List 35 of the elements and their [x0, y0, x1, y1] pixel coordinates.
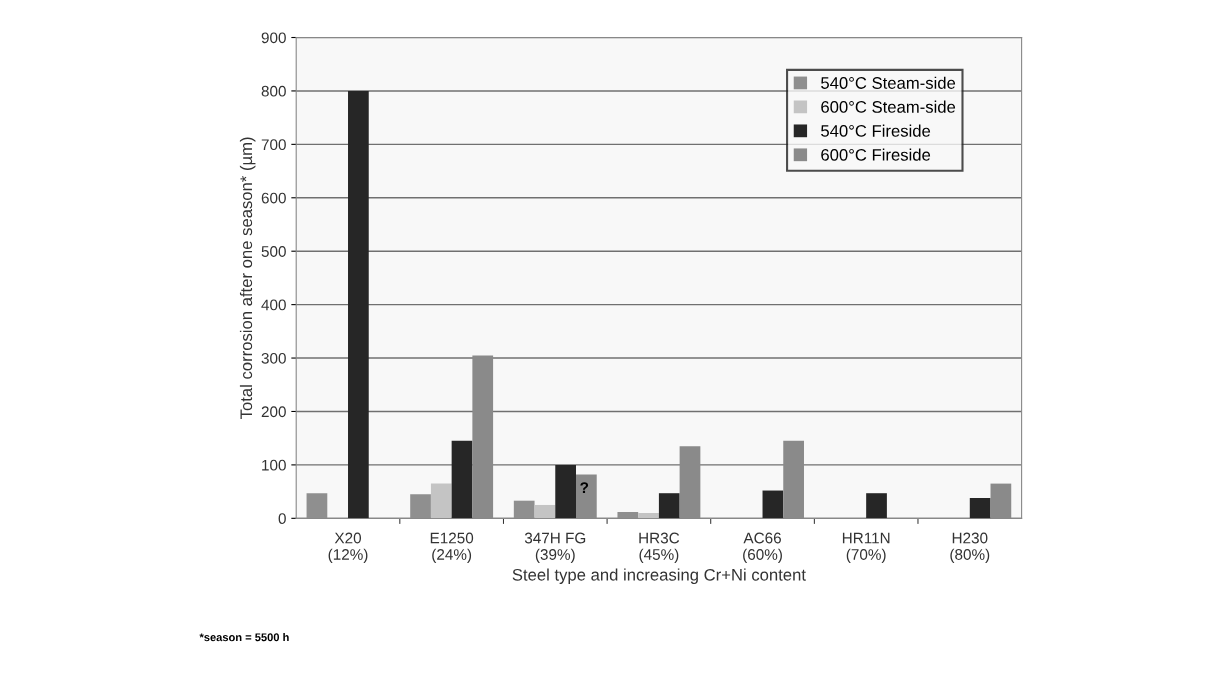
- bar: [762, 490, 784, 519]
- y-tick-label: 600: [261, 192, 286, 204]
- bar: [658, 493, 680, 519]
- bar: [969, 498, 991, 519]
- annotation: ?: [580, 482, 589, 493]
- y-tick-label: 300: [261, 352, 286, 364]
- bar: [534, 504, 556, 519]
- legend-label: 600°C Steam-side: [821, 100, 956, 113]
- x-tick-label: H230 (80%): [950, 532, 990, 563]
- x-tick-label: HR3C (45%): [639, 532, 680, 563]
- y-tick-label: 700: [261, 139, 286, 151]
- x-tick-label: E1250 (24%): [430, 532, 474, 563]
- bar: [866, 493, 887, 519]
- y-tick-label: 900: [261, 32, 286, 44]
- bar: [638, 512, 659, 519]
- y-tick-label: 100: [262, 459, 286, 471]
- legend-label: 540°C Steam-side: [821, 76, 956, 89]
- bar: [451, 440, 473, 519]
- x-tick-label: AC66 (60%): [743, 532, 782, 563]
- x-tick-label: 347H FG (39%): [524, 532, 586, 563]
- bar: [430, 483, 452, 519]
- y-axis-title: Total corrosion after one season* (µm): [239, 137, 256, 419]
- x-axis-title: Steel type and increasing Cr+Ni content: [512, 568, 806, 584]
- bar: [555, 464, 576, 519]
- text: *season = 5500 h: [199, 633, 289, 642]
- bar: [348, 90, 369, 519]
- x-tick-label: X20 (12%): [328, 532, 368, 563]
- x-tick-label: HR11N (70%): [842, 532, 890, 563]
- legend-label: 540°C Fireside: [821, 124, 931, 137]
- y-tick-label: 400: [261, 299, 286, 311]
- y-tick-label: 0: [278, 513, 286, 525]
- legend-label: 600°C Fireside: [821, 148, 931, 161]
- y-tick-label: 200: [261, 406, 286, 418]
- y-tick-label: 800: [261, 85, 286, 97]
- y-tick-label: 500: [261, 246, 286, 257]
